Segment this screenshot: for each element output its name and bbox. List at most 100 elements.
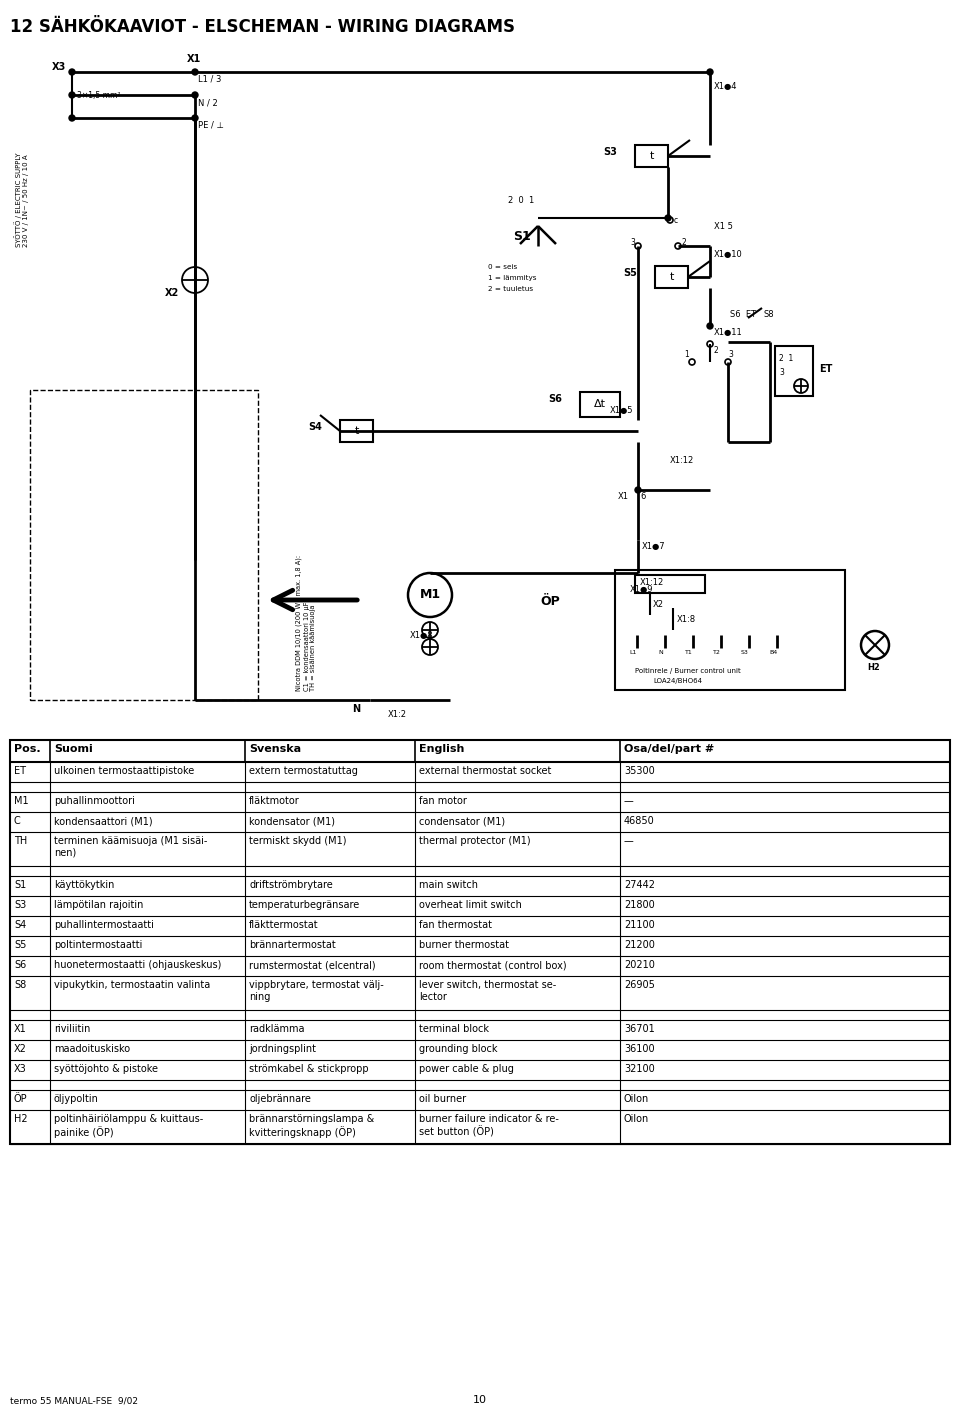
Text: —: — [624, 795, 634, 805]
Text: S3: S3 [741, 650, 749, 655]
Text: X1: X1 [618, 492, 629, 501]
Text: X1:12: X1:12 [670, 455, 694, 465]
Text: S4: S4 [14, 921, 26, 931]
Text: brännartermostat: brännartermostat [249, 941, 336, 951]
Text: ulkoinen termostaattipistoke: ulkoinen termostaattipistoke [54, 766, 194, 776]
Text: thermal protector (M1): thermal protector (M1) [419, 835, 531, 847]
Text: —: — [624, 835, 634, 847]
Text: öljypoltin: öljypoltin [54, 1094, 99, 1104]
Text: C: C [14, 815, 21, 825]
Text: 36701: 36701 [624, 1025, 655, 1035]
Text: Svenska: Svenska [249, 744, 301, 754]
Text: main switch: main switch [419, 879, 478, 889]
Text: driftströmbrytare: driftströmbrytare [249, 879, 333, 889]
Text: vipukytkin, termostaatin valinta: vipukytkin, termostaatin valinta [54, 980, 210, 990]
Text: S3: S3 [603, 147, 617, 157]
Text: PE / ⊥: PE / ⊥ [198, 121, 224, 129]
Text: S1: S1 [14, 879, 26, 889]
Text: S4: S4 [308, 423, 322, 433]
Text: TH: TH [14, 835, 27, 847]
Circle shape [192, 115, 198, 121]
Text: N: N [352, 704, 360, 714]
Text: English: English [419, 744, 465, 754]
Text: 6: 6 [640, 492, 645, 501]
Text: X3: X3 [14, 1064, 27, 1074]
Text: Oilon: Oilon [624, 1094, 649, 1104]
Text: poltinhäiriölamppu & kuittaus-
painike (ÖP): poltinhäiriölamppu & kuittaus- painike (… [54, 1114, 204, 1138]
Text: N / 2: N / 2 [198, 98, 218, 107]
Circle shape [707, 68, 713, 75]
Bar [580, 391, 620, 417]
Text: power cable & plug: power cable & plug [419, 1064, 514, 1074]
Text: X2: X2 [14, 1044, 27, 1054]
Text: 35300: 35300 [624, 766, 655, 776]
Text: ÖP: ÖP [14, 1094, 28, 1104]
Text: fan motor: fan motor [419, 795, 467, 805]
Text: Pos.: Pos. [14, 744, 40, 754]
Bar [655, 266, 688, 287]
Text: 1 = lämmitys: 1 = lämmitys [488, 275, 537, 280]
Circle shape [707, 323, 713, 329]
Text: t: t [650, 151, 654, 161]
Text: rumstermostat (elcentral): rumstermostat (elcentral) [249, 961, 375, 970]
Text: 2: 2 [682, 238, 686, 248]
Text: syöttöjohto & pistoke: syöttöjohto & pistoke [54, 1064, 158, 1074]
Text: L1 / 3: L1 / 3 [198, 75, 222, 84]
Bar [340, 420, 373, 443]
Text: t: t [670, 272, 674, 282]
Text: H2: H2 [867, 663, 879, 672]
Bar [30, 390, 258, 700]
Text: Suomi: Suomi [54, 744, 93, 754]
Text: Osa/del/part #: Osa/del/part # [624, 744, 714, 754]
Text: 1: 1 [684, 350, 688, 359]
Text: T1: T1 [685, 650, 693, 655]
Circle shape [665, 215, 671, 221]
Text: N: N [659, 650, 663, 655]
Text: M1: M1 [14, 795, 29, 805]
Text: 27442: 27442 [624, 879, 655, 889]
Circle shape [69, 92, 75, 98]
Circle shape [69, 115, 75, 121]
Text: S5: S5 [14, 941, 26, 951]
Text: X2: X2 [165, 287, 180, 297]
Text: X1●4: X1●4 [714, 83, 737, 91]
Text: lever switch, thermostat se-
lector: lever switch, thermostat se- lector [419, 980, 556, 1002]
Text: burner failure indicator & re-
set button (ÖP): burner failure indicator & re- set butto… [419, 1114, 559, 1137]
Text: S6  ET: S6 ET [730, 310, 756, 319]
Text: LOA24/BHO64: LOA24/BHO64 [653, 677, 702, 684]
Text: fan thermostat: fan thermostat [419, 921, 492, 931]
Text: 20210: 20210 [624, 961, 655, 970]
Text: terminal block: terminal block [419, 1025, 489, 1035]
Text: kondensator (M1): kondensator (M1) [249, 815, 335, 825]
Text: 26905: 26905 [624, 980, 655, 990]
Text: X1:2: X1:2 [388, 710, 407, 719]
Text: oil burner: oil burner [419, 1094, 467, 1104]
Text: strömkabel & stickpropp: strömkabel & stickpropp [249, 1064, 369, 1074]
Text: brännarstörningslampa &
kvitteringsknapp (ÖP): brännarstörningslampa & kvitteringsknapp… [249, 1114, 374, 1138]
Text: overheat limit switch: overheat limit switch [419, 899, 522, 909]
Text: 12 SÄHKÖKAAVIOT - ELSCHEMAN - WIRING DIAGRAMS: 12 SÄHKÖKAAVIOT - ELSCHEMAN - WIRING DIA… [10, 18, 515, 36]
Text: X1●9: X1●9 [630, 585, 654, 593]
Text: 3: 3 [630, 238, 635, 248]
Text: H2: H2 [14, 1114, 28, 1124]
Text: external thermostat socket: external thermostat socket [419, 766, 551, 776]
Text: fläktmotor: fläktmotor [249, 795, 300, 805]
Text: M1: M1 [420, 589, 441, 602]
Text: huonetermostaatti (ohjauskeskus): huonetermostaatti (ohjauskeskus) [54, 961, 222, 970]
Text: S3: S3 [14, 899, 26, 909]
Text: L1: L1 [630, 650, 636, 655]
Text: 2  1: 2 1 [779, 354, 793, 363]
Text: extern termostatuttag: extern termostatuttag [249, 766, 358, 776]
Text: S8: S8 [14, 980, 26, 990]
Text: X1: X1 [187, 54, 202, 64]
Text: X2: X2 [653, 601, 664, 609]
Text: S1: S1 [513, 231, 531, 243]
Text: S5: S5 [623, 268, 637, 277]
Circle shape [635, 487, 641, 492]
Text: S8: S8 [764, 310, 775, 319]
Text: X1●7: X1●7 [642, 542, 665, 551]
Text: condensator (M1): condensator (M1) [419, 815, 505, 825]
Text: t: t [355, 425, 359, 435]
Text: terminen käämisuoja (M1 sisäi-
nen): terminen käämisuoja (M1 sisäi- nen) [54, 835, 207, 858]
Circle shape [69, 68, 75, 75]
